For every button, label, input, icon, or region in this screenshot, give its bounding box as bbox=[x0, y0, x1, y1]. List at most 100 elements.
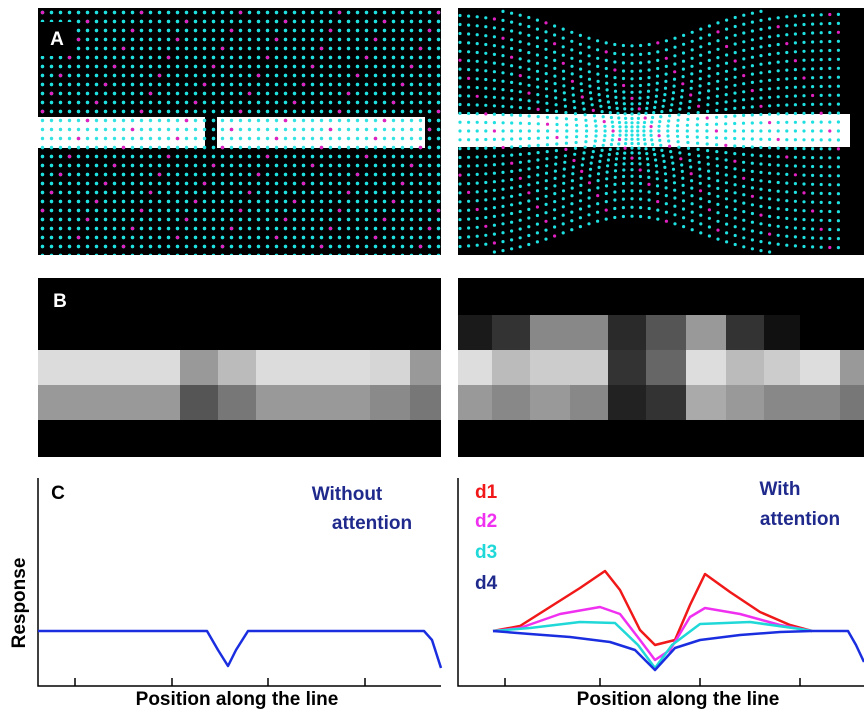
grid-dot bbox=[564, 111, 568, 115]
grid-dot bbox=[636, 137, 640, 141]
pixel bbox=[646, 385, 686, 420]
grid-dot bbox=[622, 162, 626, 166]
grid-dot bbox=[553, 74, 557, 78]
grid-dot bbox=[768, 154, 772, 158]
grid-dot bbox=[571, 165, 575, 169]
grid-dot bbox=[622, 90, 626, 94]
grid-dot bbox=[776, 207, 780, 211]
grid-dot bbox=[664, 48, 669, 52]
grid-dot bbox=[649, 129, 653, 133]
grid-dot bbox=[636, 125, 640, 129]
grid-dot bbox=[575, 135, 579, 139]
grid-dot bbox=[811, 227, 815, 231]
grid-dot bbox=[664, 186, 668, 190]
grid-dot bbox=[49, 91, 54, 96]
grid-dot bbox=[654, 158, 658, 162]
grid-dot bbox=[669, 150, 673, 154]
grid-dot bbox=[458, 235, 462, 240]
grid-dot bbox=[527, 99, 531, 103]
grid-dot bbox=[553, 200, 557, 204]
grid-dot bbox=[673, 204, 677, 208]
grid-dot bbox=[698, 189, 703, 193]
grid-dot bbox=[544, 228, 548, 232]
grid-dot bbox=[596, 172, 601, 176]
grid-dot bbox=[646, 89, 651, 93]
panel-label: C bbox=[51, 483, 65, 504]
grid-dot bbox=[510, 38, 514, 42]
grid-dot bbox=[793, 164, 798, 168]
grid-dot bbox=[793, 173, 798, 177]
grid-dot bbox=[793, 208, 798, 212]
grid-dot bbox=[630, 214, 634, 218]
pixel bbox=[492, 385, 530, 420]
grid-dot bbox=[759, 222, 763, 226]
grid-dot bbox=[518, 74, 522, 78]
grid-dot bbox=[139, 208, 144, 213]
grid-dot bbox=[613, 175, 617, 179]
grid-dot bbox=[467, 235, 471, 239]
grid-dot bbox=[475, 129, 479, 133]
grid-dot bbox=[741, 121, 746, 125]
grid-dot bbox=[768, 180, 772, 184]
legend-label: d3 bbox=[475, 542, 497, 563]
grid-dot bbox=[707, 50, 712, 54]
grid-dot bbox=[811, 58, 815, 62]
pixel bbox=[726, 385, 764, 420]
grid-dot bbox=[680, 95, 684, 99]
grid-dot bbox=[630, 107, 634, 111]
grid-dot bbox=[663, 86, 668, 90]
grid-dot bbox=[561, 53, 565, 57]
grid-dot bbox=[811, 218, 815, 222]
grid-dot bbox=[175, 235, 180, 240]
grid-dot bbox=[793, 111, 798, 116]
grid-dot bbox=[605, 177, 609, 181]
grid-dot bbox=[518, 129, 523, 133]
grid-dot bbox=[544, 21, 548, 25]
grid-dot bbox=[656, 50, 660, 54]
grid-dot bbox=[492, 112, 496, 116]
grid-dot bbox=[733, 24, 737, 29]
grid-dot bbox=[647, 182, 651, 186]
grid-dot bbox=[742, 227, 746, 231]
grid-dot bbox=[601, 143, 605, 147]
grid-dot bbox=[613, 169, 618, 173]
pixel bbox=[726, 315, 764, 350]
grid-dot bbox=[148, 190, 153, 195]
grid-dot bbox=[828, 165, 832, 169]
grid-dot bbox=[40, 208, 45, 213]
grid-dot bbox=[696, 111, 700, 115]
grid-dot bbox=[776, 155, 780, 159]
grid-dot bbox=[614, 101, 619, 105]
grid-dot bbox=[819, 84, 823, 88]
grid-dot bbox=[836, 129, 841, 133]
grid-dot bbox=[630, 129, 634, 133]
grid-dot bbox=[436, 109, 441, 114]
grid-dot bbox=[811, 76, 815, 80]
grid-dot bbox=[630, 174, 634, 178]
grid-dot bbox=[544, 30, 548, 34]
grid-dot bbox=[571, 86, 575, 90]
grid-dot bbox=[768, 163, 772, 167]
grid-dot bbox=[659, 143, 663, 147]
grid-dot bbox=[759, 170, 763, 174]
grid-dot bbox=[793, 146, 798, 151]
grid-dot bbox=[518, 218, 522, 222]
grid-dot bbox=[475, 103, 479, 107]
grid-dot bbox=[484, 189, 488, 193]
grid-dot bbox=[793, 94, 798, 98]
grid-dot bbox=[501, 137, 505, 141]
grid-dot bbox=[656, 66, 660, 71]
grid-dot bbox=[467, 68, 471, 72]
pixel bbox=[410, 385, 441, 420]
grid-dot bbox=[836, 156, 841, 160]
grid-dot bbox=[475, 225, 479, 229]
grid-dot bbox=[609, 115, 614, 120]
grid-dot bbox=[793, 32, 798, 36]
grid-dot bbox=[292, 199, 297, 204]
grid-dot bbox=[518, 236, 522, 240]
grid-dot bbox=[742, 40, 746, 44]
grid-dot bbox=[467, 59, 471, 63]
grid-dot bbox=[555, 142, 559, 146]
grid-dot bbox=[742, 152, 746, 156]
